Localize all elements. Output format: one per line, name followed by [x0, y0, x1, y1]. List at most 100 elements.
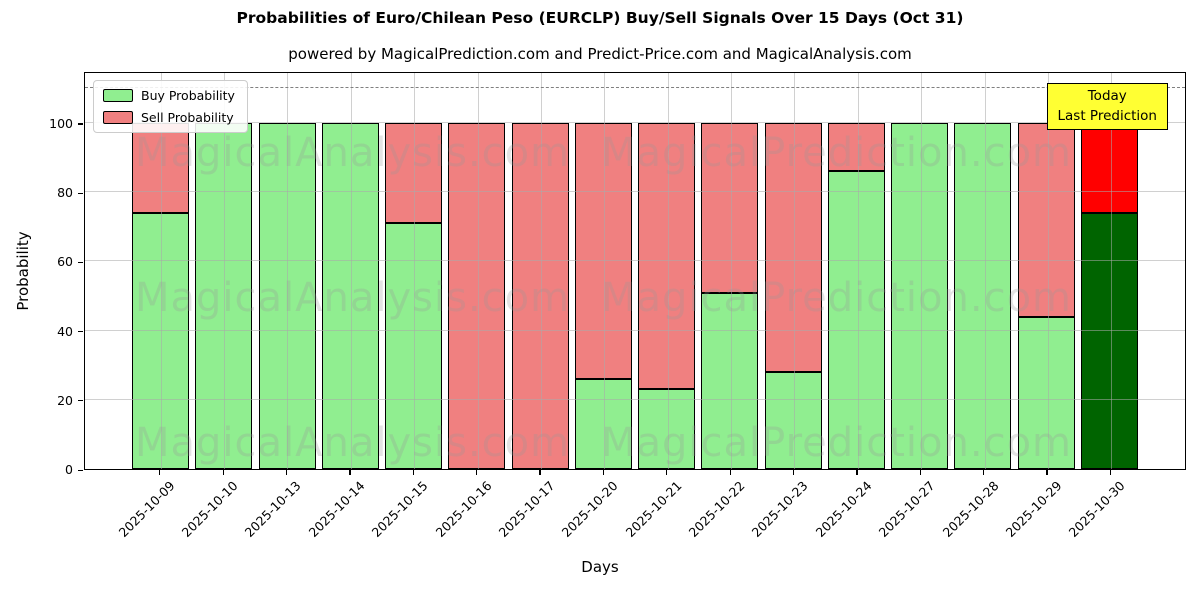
xtick-mark-2025-10-28 [983, 470, 985, 475]
sell-swatch-icon [103, 111, 133, 124]
sell-segment-2025-10-29 [1017, 122, 1075, 317]
xtick-mark-2025-10-22 [729, 470, 731, 475]
legend-item-sell: Sell Probability [103, 110, 235, 125]
buy-segment-2025-10-29 [1017, 316, 1075, 469]
xtick-mark-2025-10-15 [412, 470, 414, 475]
stacked-bar-2025-10-23 [764, 122, 822, 469]
y-axis-label: Probability [14, 231, 32, 311]
buy-swatch-icon [103, 89, 133, 102]
xtick-label-2025-10-15: 2025-10-15 [368, 478, 431, 540]
xtick-label-2025-10-09: 2025-10-09 [115, 478, 178, 540]
sell-segment-2025-10-09 [132, 122, 190, 213]
xtick-label-2025-10-23: 2025-10-23 [749, 478, 812, 540]
ytick-label-40: 40 [57, 323, 73, 339]
bar-slot-2025-10-29 [1015, 73, 1078, 469]
ytick-label-100: 100 [49, 115, 73, 131]
stacked-bar-2025-10-22 [701, 122, 759, 469]
xtick-mark-2025-10-16 [476, 470, 478, 475]
buy-segment-2025-10-28 [954, 122, 1012, 469]
xtick-mark-2025-10-21 [666, 470, 668, 475]
xtick-label-2025-10-10: 2025-10-10 [178, 478, 241, 540]
buy-segment-2025-10-21 [638, 389, 696, 469]
bar-slot-2025-10-27 [888, 73, 951, 469]
bar-slot-2025-10-23 [762, 73, 825, 469]
stacked-bar-2025-10-14 [321, 122, 379, 469]
stacked-bar-2025-10-21 [638, 122, 696, 469]
bar-slot-2025-10-16 [445, 73, 508, 469]
buy-segment-2025-10-20 [574, 379, 632, 469]
sell-segment-2025-10-23 [764, 122, 822, 373]
sell-segment-2025-10-15 [385, 122, 443, 224]
today-annotation-line1: Today [1087, 88, 1127, 104]
stacked-bar-2025-10-27 [891, 122, 949, 469]
ytick-label-80: 80 [57, 185, 73, 201]
buy-segment-2025-10-23 [764, 372, 822, 469]
legend-buy-label: Buy Probability [141, 88, 235, 103]
bar-slot-2025-10-20 [572, 73, 635, 469]
xtick-label-2025-10-24: 2025-10-24 [812, 478, 875, 540]
today-annotation-line2: Last Prediction [1057, 107, 1157, 124]
xtick-label-2025-10-16: 2025-10-16 [432, 478, 495, 540]
stacked-bar-2025-10-09 [132, 122, 190, 469]
ytick-mark-20 [78, 400, 83, 402]
bar-slot-2025-10-17 [509, 73, 572, 469]
stacked-bar-2025-10-17 [511, 122, 569, 469]
stacked-bar-2025-10-10 [195, 122, 253, 469]
xtick-mark-2025-10-09 [159, 470, 161, 475]
ytick-label-0: 0 [65, 462, 73, 477]
xtick-label-2025-10-28: 2025-10-28 [939, 478, 1002, 540]
chart-title: Probabilities of Euro/Chilean Peso (EURC… [236, 9, 964, 27]
xtick-label-2025-10-17: 2025-10-17 [495, 478, 558, 540]
buy-segment-2025-10-10 [195, 122, 253, 469]
stacked-bar-2025-10-20 [574, 122, 632, 469]
plot-area: MagicalAnalysis.com MagicalPrediction.com… [84, 72, 1186, 470]
stacked-bar-2025-10-24 [827, 122, 885, 469]
legend: Buy Probability Sell Probability [93, 80, 248, 133]
xtick-mark-2025-10-14 [349, 470, 351, 475]
stacked-bar-2025-10-30 [1080, 122, 1138, 469]
bar-slot-2025-10-28 [951, 73, 1014, 469]
bar-slot-2025-10-10 [192, 73, 255, 469]
bar-slot-2025-10-22 [698, 73, 761, 469]
sell-segment-2025-10-24 [827, 122, 885, 172]
buy-segment-2025-10-09 [132, 212, 190, 469]
bar-slot-2025-10-13 [256, 73, 319, 469]
buy-segment-2025-10-15 [385, 223, 443, 469]
xtick-label-2025-10-27: 2025-10-27 [875, 478, 938, 540]
bar-slot-2025-10-21 [635, 73, 698, 469]
ytick-mark-60 [78, 261, 83, 264]
buy-segment-2025-10-22 [701, 292, 759, 469]
bar-slot-2025-10-15 [382, 73, 445, 469]
xtick-mark-2025-10-23 [792, 470, 795, 475]
xtick-mark-2025-10-20 [602, 470, 604, 475]
legend-item-buy: Buy Probability [103, 88, 235, 103]
xtick-label-2025-10-14: 2025-10-14 [305, 478, 368, 540]
xtick-mark-2025-10-24 [856, 470, 858, 475]
xtick-label-2025-10-21: 2025-10-21 [622, 478, 685, 540]
stacked-bar-2025-10-28 [954, 122, 1012, 469]
xtick-mark-2025-10-13 [285, 470, 288, 475]
bar-slot-2025-10-09 [129, 73, 192, 469]
xtick-label-2025-10-29: 2025-10-29 [1002, 478, 1065, 540]
stacked-bar-2025-10-13 [258, 122, 316, 469]
ytick-mark-40 [78, 331, 83, 333]
buy-segment-2025-10-13 [258, 122, 316, 469]
legend-sell-label: Sell Probability [141, 110, 234, 125]
sell-segment-2025-10-30 [1080, 122, 1138, 213]
xtick-mark-2025-10-30 [1109, 470, 1111, 475]
sell-segment-2025-10-22 [701, 122, 759, 293]
buy-segment-2025-10-27 [891, 122, 949, 469]
stacked-bar-2025-10-29 [1017, 122, 1075, 469]
xtick-mark-2025-10-10 [222, 470, 224, 475]
ytick-label-60: 60 [57, 254, 73, 270]
xtick-mark-2025-10-27 [919, 470, 921, 475]
ytick-mark-100 [78, 123, 83, 125]
ytick-mark-80 [78, 192, 83, 194]
stacked-bar-2025-10-15 [385, 122, 443, 469]
buy-segment-2025-10-30 [1080, 212, 1138, 469]
ytick-mark-0 [78, 469, 83, 471]
today-annotation: Today Last Prediction [1046, 83, 1168, 131]
xtick-label-2025-10-20: 2025-10-20 [558, 478, 621, 540]
sell-segment-2025-10-20 [574, 122, 632, 380]
sell-segment-2025-10-21 [638, 122, 696, 390]
